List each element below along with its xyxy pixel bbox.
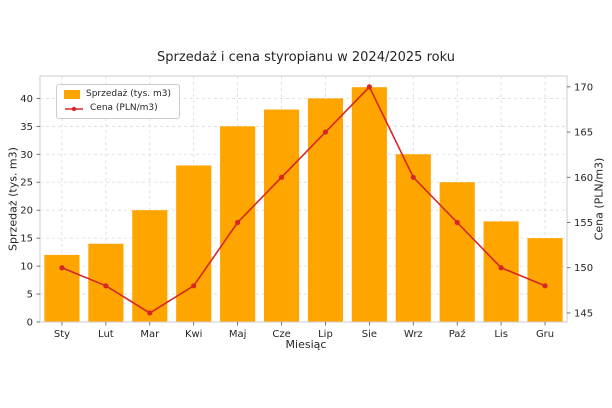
left-tick-label: 20 <box>20 206 33 217</box>
bar-legend-swatch <box>64 90 80 99</box>
month-tick-label: Wrz <box>404 329 423 340</box>
right-tick-label: 160 <box>574 173 593 184</box>
price-point-Lip <box>322 129 329 135</box>
bar-Lut <box>88 243 124 322</box>
line-legend-label: Cena (PLN/m3) <box>90 103 158 113</box>
right-tick-label: 150 <box>574 263 593 274</box>
price-point-Lut <box>103 283 109 289</box>
price-point-Cze <box>278 174 285 180</box>
bar-Sie <box>351 87 387 322</box>
legend: Sprzedaż (tys. m3) Cena (PLN/m3) <box>56 84 180 119</box>
tick-labels: 0 5 10 15 20 25 30 35 40 145 150 155 160 165 170 Sty Lut… <box>20 82 593 340</box>
bar-Gru <box>527 238 563 322</box>
price-point-Mar <box>147 310 153 316</box>
month-tick-label: Lut <box>98 329 114 340</box>
price-point-Wrz <box>410 174 416 180</box>
left-tick-label: 25 <box>20 178 33 189</box>
left-tick-label: 35 <box>20 122 33 133</box>
left-tick-label: 10 <box>20 262 33 273</box>
chart-title: Sprzedaż i cena styropianu w 2024/2025 r… <box>157 50 455 65</box>
price-point-Lis <box>498 265 504 271</box>
bar-Cze <box>263 109 300 322</box>
bar-Kwi <box>176 165 212 322</box>
legend-item-price: Cena (PLN/m3) <box>64 104 171 113</box>
price-point-Kwi <box>191 283 197 289</box>
right-tick-label: 170 <box>574 82 593 93</box>
month-tick-label: Sie <box>362 329 377 340</box>
sales-bars <box>44 87 563 323</box>
legend-item-sales: Sprzedaż (tys. m3) <box>64 90 171 99</box>
x-axis-label: Miesiąc <box>285 338 327 351</box>
left-tick-label: 5 <box>27 290 33 301</box>
left-tick-label: 0 <box>27 318 33 329</box>
bar-Paź <box>439 182 475 322</box>
bar-Wrz <box>395 154 431 322</box>
bar-Lis <box>483 221 519 322</box>
month-tick-label: Lis <box>494 329 508 340</box>
price-line-markers <box>59 84 548 316</box>
month-tick-label: Cze <box>272 329 290 340</box>
plot-frame <box>39 75 568 323</box>
left-tick-label: 40 <box>20 94 33 105</box>
price-point-Sie <box>366 84 372 90</box>
month-tick-label: Kwi <box>185 329 203 340</box>
right-tick-label: 155 <box>574 218 593 229</box>
bar-Lip <box>307 98 344 322</box>
bar-Mar <box>132 210 168 322</box>
price-point-Maj <box>235 219 241 226</box>
price-line <box>61 85 546 314</box>
month-tick-label: Mar <box>140 329 160 340</box>
price-point-Paź <box>454 219 460 226</box>
bar-Sty <box>44 254 80 322</box>
month-tick-label: Lip <box>318 329 333 340</box>
right-tick-label: 145 <box>574 308 593 319</box>
line-legend-swatch <box>65 106 83 111</box>
left-tick-label: 15 <box>20 234 33 245</box>
month-tick-label: Maj <box>229 329 247 340</box>
month-tick-label: Paź <box>449 328 466 340</box>
right-tick-label: 165 <box>574 128 593 139</box>
bar-legend-label: Sprzedaż (tys. m3) <box>86 89 171 99</box>
left-tick-label: 30 <box>20 150 33 161</box>
price-point-Sty <box>59 265 65 271</box>
line-swatch-marker-icon <box>71 106 77 111</box>
month-tick-label: Sty <box>54 329 70 340</box>
month-tick-label: Gru <box>536 329 554 340</box>
price-point-Gru <box>542 283 548 289</box>
